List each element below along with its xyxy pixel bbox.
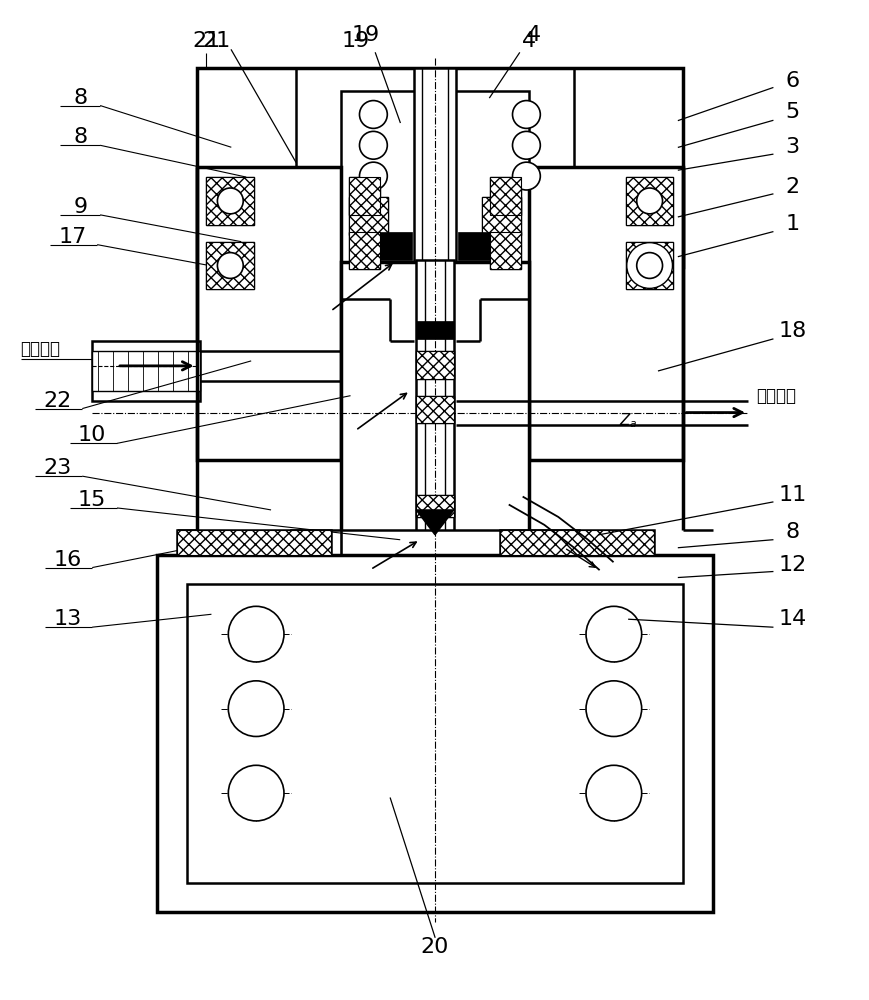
- Circle shape: [512, 131, 540, 159]
- Bar: [625, 242, 673, 289]
- Bar: [156, 555, 713, 912]
- Bar: [625, 242, 673, 289]
- Text: 16: 16: [53, 550, 82, 570]
- Text: 4: 4: [521, 31, 536, 51]
- Text: 18: 18: [778, 321, 806, 341]
- Bar: [528, 167, 683, 460]
- Circle shape: [586, 765, 641, 821]
- Bar: [625, 177, 673, 225]
- Circle shape: [228, 606, 283, 662]
- Text: 23: 23: [43, 458, 71, 478]
- Bar: [206, 242, 254, 289]
- Bar: [481, 197, 521, 235]
- Circle shape: [636, 253, 662, 278]
- Bar: [489, 177, 521, 215]
- Circle shape: [512, 162, 540, 190]
- Text: 6: 6: [785, 71, 799, 91]
- Text: 气体出口: 气体出口: [755, 387, 795, 405]
- Text: 3: 3: [785, 137, 799, 157]
- Text: 8: 8: [785, 522, 799, 542]
- Bar: [196, 167, 341, 460]
- Text: 12: 12: [778, 555, 806, 575]
- Bar: [625, 177, 673, 225]
- Polygon shape: [415, 510, 454, 535]
- Text: 4: 4: [527, 25, 541, 45]
- Bar: [415, 495, 454, 517]
- Bar: [348, 232, 380, 269]
- Bar: [415, 351, 454, 379]
- Bar: [489, 232, 521, 269]
- Text: 17: 17: [58, 227, 86, 247]
- Text: 15: 15: [78, 490, 106, 510]
- Text: 10: 10: [78, 425, 106, 445]
- Text: 9: 9: [73, 197, 87, 217]
- Bar: [415, 495, 454, 517]
- Bar: [290, 530, 579, 558]
- Bar: [415, 396, 454, 423]
- Bar: [206, 242, 254, 289]
- Circle shape: [359, 162, 387, 190]
- Text: 13: 13: [53, 609, 82, 629]
- Bar: [499, 530, 653, 555]
- Text: 2: 2: [785, 177, 799, 197]
- Bar: [489, 232, 521, 269]
- Text: $Z_a$: $Z_a$: [618, 411, 637, 430]
- Text: 19: 19: [341, 31, 369, 51]
- Circle shape: [217, 188, 243, 214]
- Bar: [186, 584, 683, 883]
- Bar: [348, 177, 380, 215]
- Text: 21: 21: [192, 31, 221, 51]
- Circle shape: [626, 243, 672, 288]
- Bar: [380, 232, 412, 260]
- Text: 气体入口: 气体入口: [21, 340, 61, 358]
- Text: 21: 21: [202, 31, 230, 51]
- Circle shape: [359, 101, 387, 128]
- Text: 8: 8: [73, 127, 87, 147]
- Bar: [348, 197, 388, 235]
- Bar: [348, 177, 380, 215]
- Bar: [489, 177, 521, 215]
- Bar: [457, 232, 489, 260]
- Text: 8: 8: [73, 88, 87, 108]
- Bar: [414, 68, 455, 267]
- Bar: [206, 177, 254, 225]
- Circle shape: [512, 101, 540, 128]
- Bar: [348, 197, 388, 235]
- Bar: [415, 351, 454, 379]
- Bar: [341, 262, 528, 560]
- Bar: [415, 260, 454, 538]
- Text: 11: 11: [778, 485, 806, 505]
- Text: 5: 5: [785, 102, 799, 122]
- Bar: [176, 530, 330, 555]
- Circle shape: [586, 681, 641, 736]
- Bar: [92, 341, 199, 401]
- Bar: [348, 232, 380, 269]
- Text: 22: 22: [43, 391, 71, 411]
- Bar: [341, 91, 528, 265]
- Text: 20: 20: [421, 937, 448, 957]
- Text: 1: 1: [785, 214, 799, 234]
- Bar: [92, 351, 199, 391]
- Bar: [206, 177, 254, 225]
- Circle shape: [636, 188, 662, 214]
- Text: 14: 14: [778, 609, 806, 629]
- Bar: [481, 197, 521, 235]
- Circle shape: [217, 253, 243, 278]
- Circle shape: [228, 765, 283, 821]
- Bar: [499, 530, 653, 555]
- Bar: [176, 530, 330, 555]
- Circle shape: [228, 681, 283, 736]
- Circle shape: [586, 606, 641, 662]
- Circle shape: [359, 131, 387, 159]
- Bar: [415, 321, 454, 339]
- Bar: [196, 68, 683, 267]
- Bar: [415, 396, 454, 423]
- Text: 19: 19: [351, 25, 379, 45]
